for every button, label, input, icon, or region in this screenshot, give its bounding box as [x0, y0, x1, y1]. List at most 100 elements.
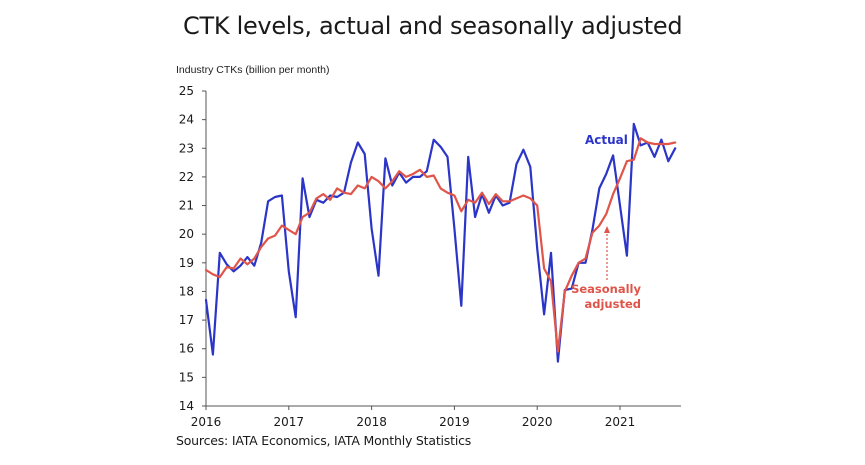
- y-axis-label: Industry CTKs (billion per month): [176, 64, 330, 76]
- seasonally-adjusted-point: [219, 276, 221, 278]
- actual-point: [329, 194, 331, 196]
- seasonally-adjusted-point: [405, 176, 407, 178]
- y-tick-label: 20: [179, 227, 194, 241]
- seasonally-adjusted-point: [205, 269, 207, 271]
- seasonally-adjusted-point: [557, 351, 559, 353]
- seasonally-adjusted-point: [433, 174, 435, 176]
- x-tick-label: 2018: [356, 415, 387, 429]
- actual-point: [474, 216, 476, 218]
- seasonally-adjusted-point: [495, 193, 497, 195]
- actual-point: [288, 270, 290, 272]
- seasonally-adjusted-point: [612, 193, 614, 195]
- actual-point: [364, 153, 366, 155]
- actual-point: [377, 275, 379, 277]
- actual-point: [281, 194, 283, 196]
- actual-point: [640, 144, 642, 146]
- actual-point: [584, 262, 586, 264]
- actual-point: [605, 173, 607, 175]
- seasonally-adjusted-point: [667, 143, 669, 145]
- y-tick-label: 17: [179, 313, 194, 327]
- seasonally-adjusted-point: [212, 273, 214, 275]
- actual-point: [612, 154, 614, 156]
- seasonally-adjusted-point: [440, 187, 442, 189]
- seasonally-adjusted-point: [233, 267, 235, 269]
- seasonally-adjusted-point: [647, 141, 649, 143]
- actual-point: [653, 156, 655, 158]
- actual-point: [502, 204, 504, 206]
- seasonally-adjusted-point: [619, 177, 621, 179]
- seasonally-adjusted-point: [578, 262, 580, 264]
- annotations: Actual Seasonally adjusted: [571, 133, 641, 311]
- y-tick-label: 18: [179, 284, 194, 298]
- seasonally-adjusted-point: [377, 180, 379, 182]
- actual-point: [336, 196, 338, 198]
- arrowhead-icon: [604, 226, 610, 233]
- seasonally-adjusted-point: [633, 159, 635, 161]
- y-tick-label: 16: [179, 342, 194, 356]
- y-tick-label: 22: [179, 170, 194, 184]
- seasonally-adjusted-point: [598, 225, 600, 227]
- actual-point: [412, 176, 414, 178]
- seasonally-adjusted-point: [453, 194, 455, 196]
- seasonally-adjusted-point: [329, 199, 331, 201]
- seasonally-adjusted-point: [322, 193, 324, 195]
- actual-point: [557, 361, 559, 363]
- y-tick-label: 25: [179, 84, 194, 98]
- seasonally-adjusted-point: [605, 213, 607, 215]
- seasonally-adjusted-point: [522, 194, 524, 196]
- seasonally-adjusted-point: [529, 197, 531, 199]
- seasonally-adjusted-point: [398, 170, 400, 172]
- seasonally-adjusted-point: [371, 176, 373, 178]
- y-tick-label: 24: [179, 113, 194, 127]
- actual-point: [488, 212, 490, 214]
- actual-point: [529, 166, 531, 168]
- seasonally-adjusted-point: [226, 266, 228, 268]
- seasonally-adjusted-point: [640, 137, 642, 139]
- actual-point: [467, 156, 469, 158]
- seasonally-adjusted-point: [281, 225, 283, 227]
- seasonally-adjusted-point: [267, 237, 269, 239]
- seasonally-adjusted-point: [239, 257, 241, 259]
- seasonally-adjusted-point: [515, 197, 517, 199]
- actual-point: [260, 242, 262, 244]
- x-tick-label: 2017: [274, 415, 305, 429]
- actual-point: [239, 265, 241, 267]
- actual-point: [674, 147, 676, 149]
- actual-point: [357, 141, 359, 143]
- seasonally-adjusted-point: [536, 204, 538, 206]
- seasonally-adjusted-point: [467, 199, 469, 201]
- chart-source: Sources: IATA Economics, IATA Monthly St…: [176, 433, 472, 448]
- actual-point: [212, 353, 214, 355]
- seasonally-adjusted-point: [308, 212, 310, 214]
- actual-point: [515, 163, 517, 165]
- seasonally-adjusted-point: [481, 192, 483, 194]
- seasonally-adjusted-point: [674, 141, 676, 143]
- actual-point: [446, 156, 448, 158]
- actual-point: [522, 149, 524, 151]
- actual-point: [626, 255, 628, 257]
- seasonally-adjusted-label-line1: Seasonally: [571, 282, 641, 296]
- actual-point: [440, 146, 442, 148]
- actual-point: [543, 313, 545, 315]
- seasonally-adjusted-point: [660, 143, 662, 145]
- actual-point: [226, 263, 228, 265]
- actual-point: [419, 176, 421, 178]
- actual-point: [619, 204, 621, 206]
- seasonally-adjusted-point: [653, 143, 655, 145]
- chart-title: CTK levels, actual and seasonally adjust…: [183, 12, 683, 40]
- actual-point: [433, 139, 435, 141]
- actual-point: [371, 227, 373, 229]
- seasonally-adjusted-point: [260, 246, 262, 248]
- actual-point: [426, 170, 428, 172]
- seasonally-adjusted-point: [502, 200, 504, 202]
- seasonally-adjusted-point: [460, 210, 462, 212]
- x-tick-label: 2016: [191, 415, 222, 429]
- seasonally-adjusted-point: [357, 184, 359, 186]
- actual-point: [391, 184, 393, 186]
- x-tick-label: 2020: [522, 415, 553, 429]
- actual-point: [633, 123, 635, 125]
- series-lines: [204, 122, 677, 363]
- seasonally-adjusted-label-line2: adjusted: [585, 297, 642, 311]
- seasonally-adjusted-point: [274, 235, 276, 237]
